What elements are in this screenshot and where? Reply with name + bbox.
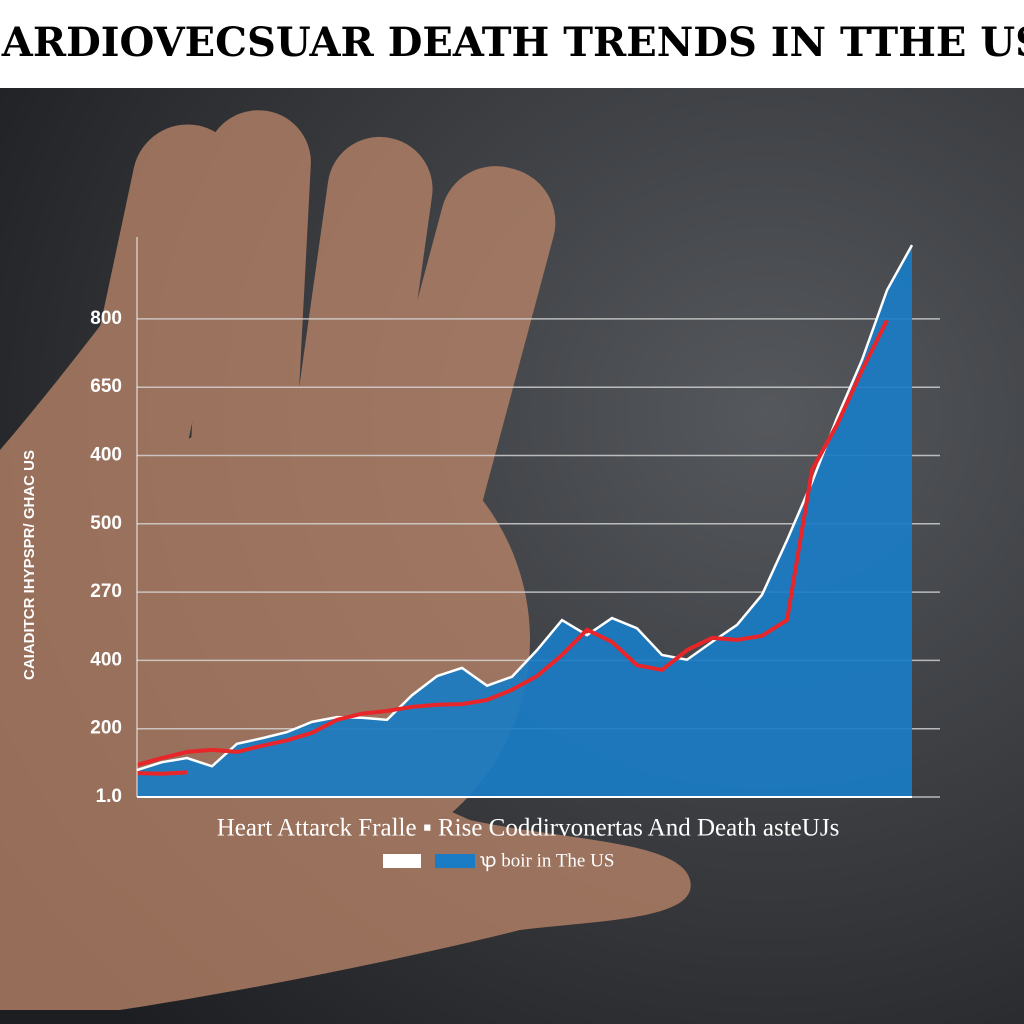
hand: [0, 110, 691, 1010]
title-bar: [0, 0, 1024, 88]
y-tick-label: 400: [90, 445, 122, 466]
legend-label: ꝕ boir in The US: [480, 850, 614, 871]
area: [137, 245, 912, 798]
line: [136, 319, 889, 767]
y-tick-label: 400: [90, 649, 122, 670]
y-tick-label: 650: [90, 376, 122, 397]
y-axis-label: CAIADITCR IHYPSPR/ GHAC US: [21, 450, 38, 680]
x-axis-label: Heart Attarck Fralle ▪ Rise Coddirvonert…: [217, 815, 840, 842]
legend-swatch: [435, 854, 475, 868]
y-tick-label: 500: [90, 513, 122, 534]
y-tick-label: 1.0: [96, 786, 122, 807]
area-outline: [136, 244, 914, 772]
line: [136, 770, 188, 776]
y-tick-label: 200: [90, 718, 122, 739]
y-tick-label: 800: [90, 308, 122, 329]
chart-title: CARDIOVECSUAR DEATH TRENDS IN TTHE US: [0, 19, 1024, 66]
y-tick-label: 270: [90, 581, 122, 602]
legend-swatch-decoration: [383, 854, 421, 868]
